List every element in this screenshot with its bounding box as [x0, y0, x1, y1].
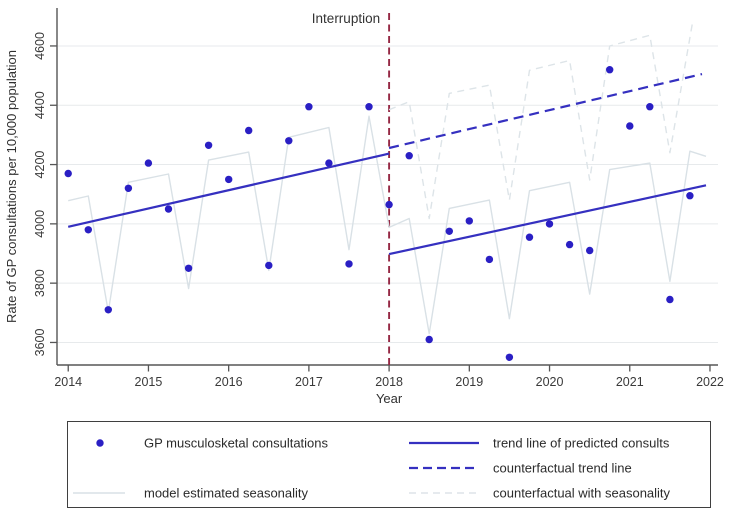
x-tick-label: 2019	[455, 375, 483, 389]
data-point	[285, 137, 293, 145]
data-point	[225, 175, 233, 184]
legend-symbol-gp-marker	[95, 438, 105, 448]
counterfactual_seasonality-line	[388, 19, 694, 220]
data-point	[485, 255, 494, 264]
trend_predicted-line	[388, 184, 707, 256]
data-point	[245, 126, 253, 135]
x-tick-label: 2020	[536, 375, 564, 389]
legend-box: GP musculosketal consultations trend lin…	[67, 421, 711, 508]
data-point	[305, 103, 313, 111]
data-point	[265, 261, 273, 270]
trend_predicted-line	[67, 152, 390, 228]
y-axis-title: Rate of GP consultations per 10,000 popu…	[4, 50, 19, 323]
legend-label-trend-line: trend line of predicted consults	[493, 435, 670, 451]
legend-label-counterfactual-trend: counterfactual trend line	[493, 460, 632, 476]
x-tick-label: 2015	[135, 375, 163, 389]
data-point	[64, 169, 72, 178]
data-point	[385, 200, 393, 209]
legend-symbol-counterfactual-seasonality	[409, 490, 479, 496]
data-point	[646, 103, 654, 111]
data-point	[686, 192, 694, 200]
data-point	[666, 295, 674, 304]
x-axis-title: Year	[376, 391, 403, 406]
data-point	[325, 159, 333, 167]
data-point	[345, 260, 353, 268]
y-tick-label: 4400	[33, 91, 47, 119]
counterfactual_trend-line	[388, 73, 703, 150]
legend-symbol-trend-line	[409, 440, 479, 446]
data-point	[565, 240, 574, 249]
y-tick-label: 4000	[33, 210, 47, 238]
x-tick-label: 2022	[696, 375, 724, 389]
data-point	[144, 159, 153, 167]
data-point	[184, 264, 193, 272]
data-point	[465, 217, 473, 225]
data-point	[505, 353, 514, 361]
x-tick-label: 2017	[295, 375, 323, 389]
y-tick-label: 4600	[33, 32, 47, 60]
x-tick-label: 2016	[215, 375, 243, 389]
data-point	[164, 205, 173, 213]
y-tick-label: 3600	[33, 329, 47, 357]
legend-symbol-seasonality-line	[73, 490, 125, 496]
data-point	[425, 335, 433, 344]
data-point	[606, 66, 614, 74]
legend-label-counterfactual-seasonality: counterfactual with seasonality	[493, 485, 671, 501]
x-tick-label: 2018	[375, 375, 403, 389]
x-tick-label: 2021	[616, 375, 644, 389]
seasonality-line	[68, 115, 707, 335]
y-tick-label: 3800	[33, 269, 47, 297]
data-point	[124, 184, 133, 192]
data-point	[365, 103, 373, 111]
y-tick-label: 4200	[33, 151, 47, 179]
data-point	[204, 141, 213, 149]
legend-symbol-counterfactual-trend	[409, 465, 479, 471]
data-point	[445, 227, 453, 235]
data-point	[586, 246, 594, 255]
interruption-label: Interruption	[312, 11, 380, 26]
data-point	[525, 233, 534, 241]
x-tick-label: 2014	[54, 375, 82, 389]
data-point	[545, 220, 554, 228]
data-point	[626, 122, 634, 130]
data-point	[405, 152, 413, 160]
data-point	[84, 226, 93, 234]
legend-label-seasonality: model estimated seasonality	[144, 485, 309, 501]
legend-label-gp-consultations: GP musculosketal consultations	[144, 435, 329, 451]
data-point	[104, 306, 113, 314]
